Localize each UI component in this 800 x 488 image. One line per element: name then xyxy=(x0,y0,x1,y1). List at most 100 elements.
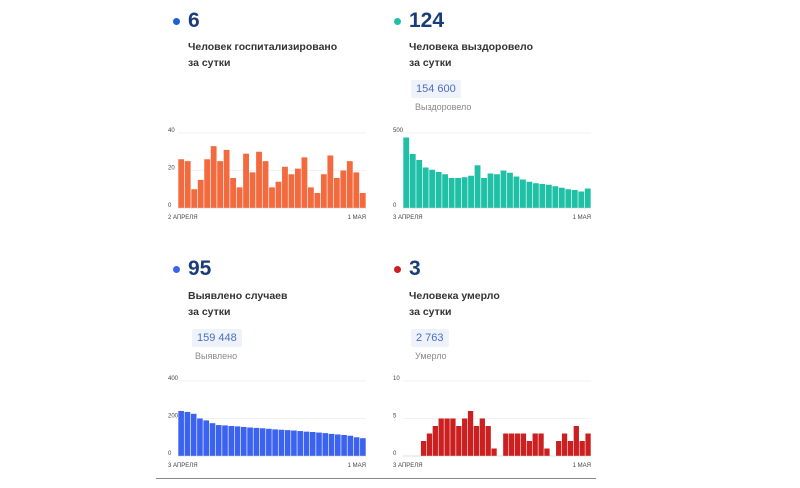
bar xyxy=(474,165,481,208)
description-line-1: Человека выздоровело xyxy=(409,41,533,53)
bar xyxy=(509,433,515,456)
x-start-label: 3 АПРЕЛЯ xyxy=(393,215,423,221)
bar xyxy=(295,168,301,209)
x-start-label: 2 АПРЕЛЯ xyxy=(168,215,198,221)
bar xyxy=(259,428,266,456)
bar xyxy=(178,159,185,208)
bar xyxy=(307,187,314,209)
bar xyxy=(209,423,216,456)
bar xyxy=(328,433,335,457)
bar xyxy=(333,178,340,208)
bar xyxy=(462,418,468,456)
x-end-label: 1 МАЯ xyxy=(348,463,366,469)
bar xyxy=(526,181,533,208)
description-line-2: за сутки xyxy=(409,306,452,318)
bar xyxy=(468,175,474,208)
x-end-label: 1 МАЯ xyxy=(573,215,591,221)
daily-number: 3 xyxy=(409,257,421,280)
bar xyxy=(210,146,217,209)
bar xyxy=(426,433,433,456)
y-tick-label: 200 xyxy=(168,414,179,420)
bar xyxy=(197,179,204,209)
bar xyxy=(266,428,272,456)
bar xyxy=(579,441,585,456)
bar xyxy=(571,190,578,208)
bar xyxy=(573,426,579,456)
bar xyxy=(552,186,559,208)
bar xyxy=(234,426,241,457)
bar xyxy=(197,418,203,456)
recovered-bar-chart: 500 0 3 АПРЕЛЯ 1 МАЯ xyxy=(393,128,591,221)
bar xyxy=(236,187,243,209)
bar xyxy=(578,191,585,208)
y-tick-label: 0 xyxy=(393,203,397,209)
y-tick-label: 400 xyxy=(168,376,179,382)
y-tick-label: 40 xyxy=(168,128,175,134)
bar xyxy=(184,161,191,209)
bar xyxy=(514,433,521,456)
bar xyxy=(479,418,485,456)
panel-hospitalized: 6 Человек госпитализировано за сутки xyxy=(160,0,380,240)
description-line-2: за сутки xyxy=(188,57,231,69)
bar xyxy=(228,426,235,456)
cumulative-label: Умерло xyxy=(415,351,447,361)
bar xyxy=(291,430,297,456)
bar xyxy=(320,174,327,208)
bar xyxy=(191,189,198,208)
y-tick-label: 20 xyxy=(168,166,175,172)
bar xyxy=(456,426,462,456)
bar xyxy=(487,173,494,208)
bar xyxy=(442,174,449,208)
bar xyxy=(532,433,538,456)
description-line-2: за сутки xyxy=(188,306,231,318)
bar xyxy=(334,434,341,456)
bar xyxy=(435,172,442,208)
bar xyxy=(278,429,285,456)
panel-recovered: 124 Человека выздоровело за сутки 154 60… xyxy=(380,0,600,240)
bar xyxy=(485,426,491,456)
bar xyxy=(532,183,539,208)
bar xyxy=(327,155,334,208)
bar xyxy=(262,161,269,209)
deaths-bar-chart: 10 5 0 3 АПРЕЛЯ 1 МАЯ xyxy=(393,376,591,469)
x-end-label: 1 МАЯ xyxy=(573,463,591,469)
bar xyxy=(215,425,222,456)
bar xyxy=(272,429,278,457)
bar xyxy=(275,181,282,208)
bar xyxy=(223,149,230,209)
bar xyxy=(288,174,295,208)
bar xyxy=(269,187,275,209)
bar xyxy=(455,178,462,208)
bar xyxy=(432,426,438,456)
cumulative-total: 2 763 xyxy=(411,329,449,347)
bar xyxy=(353,172,360,209)
bar xyxy=(444,418,450,456)
bar xyxy=(309,432,316,456)
bar xyxy=(346,161,353,209)
bar xyxy=(539,184,546,208)
bar xyxy=(481,178,487,208)
bar xyxy=(403,137,410,208)
bar xyxy=(230,178,237,208)
bar xyxy=(253,427,260,457)
bar xyxy=(545,184,552,208)
bar xyxy=(585,433,591,456)
bar xyxy=(448,178,455,208)
bar xyxy=(184,411,191,456)
bar xyxy=(544,448,550,456)
description-line-1: Человека умерло xyxy=(409,290,500,302)
bar xyxy=(567,441,574,456)
bar xyxy=(353,437,360,456)
x-start-label: 3 АПРЕЛЯ xyxy=(393,463,423,469)
bar xyxy=(347,435,354,456)
y-tick-label: 0 xyxy=(168,451,172,457)
bar xyxy=(450,418,456,456)
cumulative-label: Выявлено xyxy=(195,351,238,361)
bar xyxy=(473,426,480,456)
bar xyxy=(420,441,427,456)
daily-number: 95 xyxy=(188,257,212,280)
bar xyxy=(565,189,572,208)
bar xyxy=(558,187,565,208)
bar xyxy=(416,160,423,208)
bar xyxy=(584,188,591,208)
